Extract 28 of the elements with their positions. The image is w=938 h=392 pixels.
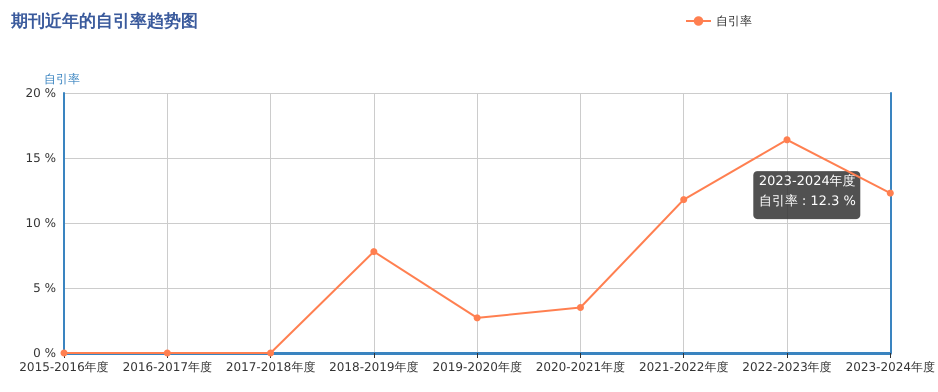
y-axis-title: 自引率 (44, 72, 80, 86)
point (474, 314, 481, 322)
point (576, 304, 584, 311)
x-tick-label: 2023-2024年度 (846, 360, 936, 374)
point (60, 350, 68, 356)
legend-label: 自引率 (716, 14, 752, 28)
point (784, 136, 791, 144)
annotation: 2023-2024年度 (758, 173, 856, 190)
x-tick-label: 2022-2023年度 (742, 360, 832, 374)
x-tick-label: 2018-2019年度 (329, 360, 419, 374)
annotation: 自引率 : 12.3 % (758, 193, 856, 210)
point (886, 190, 894, 197)
y-tick-label: 10 % (26, 216, 56, 230)
point (370, 248, 378, 256)
y-tick-label: 20 % (26, 86, 56, 100)
x-tick-label: 2019-2020年度 (432, 360, 522, 374)
x-tick-label: 2015-2016年度 (19, 360, 109, 374)
x-tick-label: 2017-2018年度 (226, 360, 316, 374)
y-tick-label: 0 % (33, 346, 56, 360)
y-tick-label: 5 % (33, 281, 56, 295)
chart-title: 期刊近年的自引率趋势图 (10, 12, 198, 32)
y-tick-label: 15 % (26, 151, 56, 165)
x-tick-label: 2020-2021年度 (536, 360, 626, 374)
point (267, 350, 274, 356)
point (680, 196, 688, 204)
point (164, 350, 171, 356)
x-tick-label: 2021-2022年度 (639, 360, 728, 374)
x-tick-label: 2016-2017年度 (122, 360, 212, 374)
